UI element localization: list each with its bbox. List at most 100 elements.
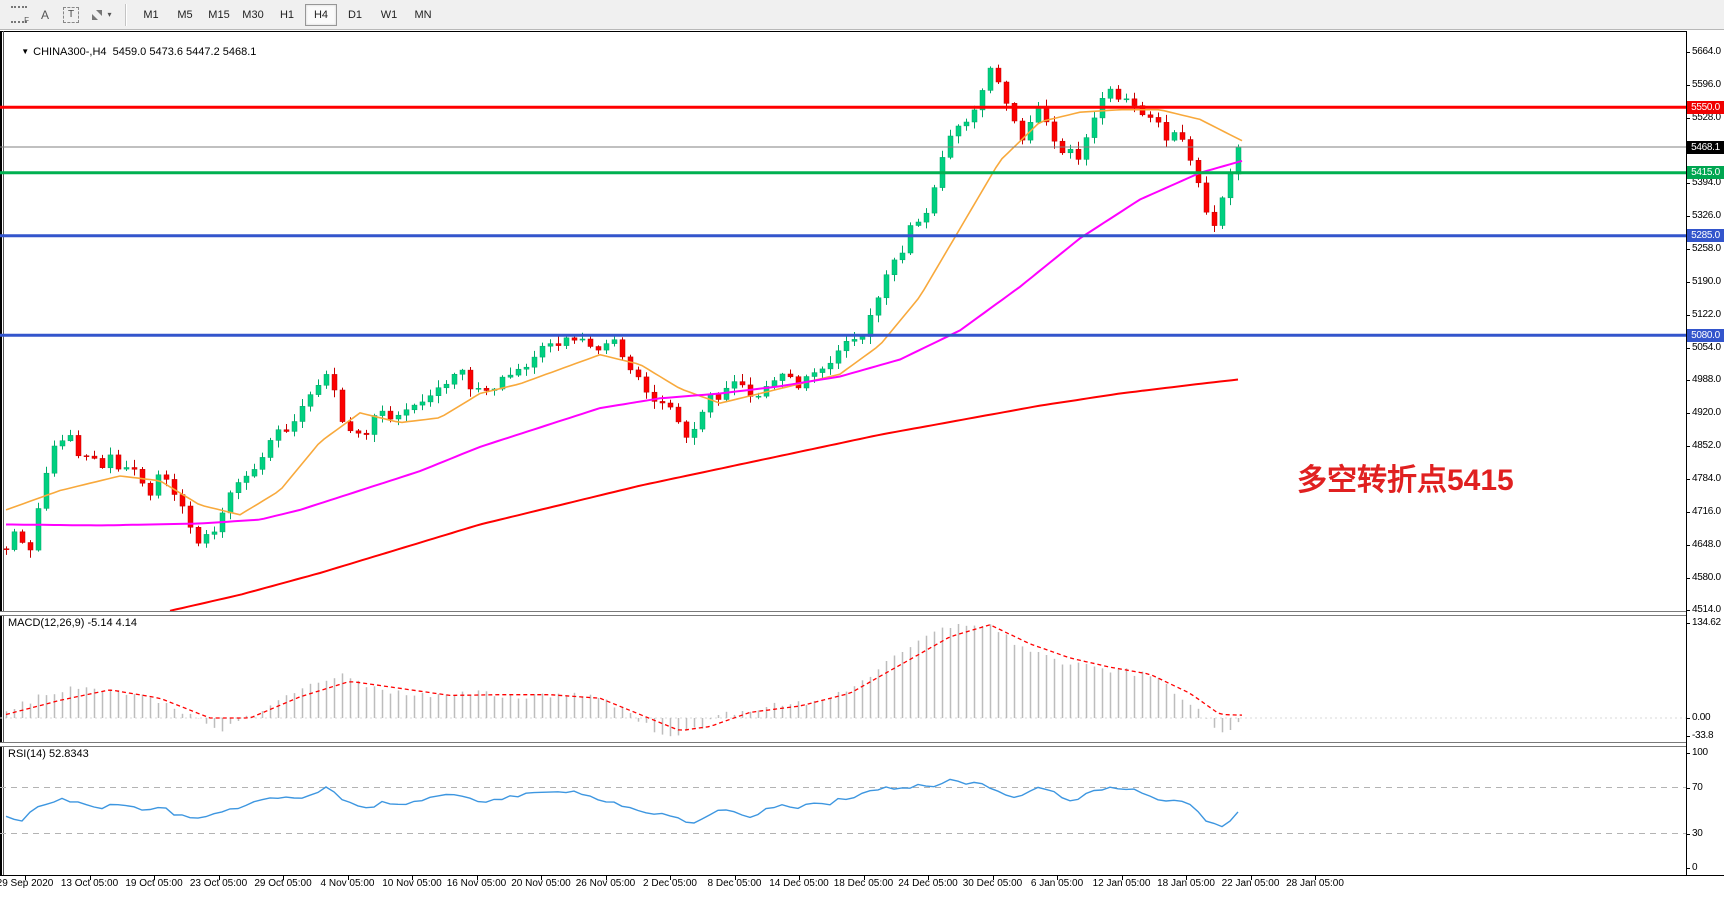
price-axis-separator [1686, 31, 1687, 875]
timeframe-button-m5[interactable]: M5 [177, 8, 193, 21]
pane-splitter-macd[interactable] [0, 611, 1686, 616]
timeframe-button-m1[interactable]: M1 [143, 8, 159, 21]
chart-annotation-text: 多空转折点5415 [1297, 464, 1514, 497]
axis-tick [1686, 544, 1690, 546]
timeframe-button-mn[interactable]: MN [414, 8, 432, 21]
chart-title[interactable]: ▼ CHINA300-,H4 5459.0 5473.6 5447.2 5468.… [9, 34, 256, 70]
object-tools: A T ▾ [0, 4, 118, 26]
time-tick [1057, 876, 1058, 880]
time-tick [1315, 876, 1316, 880]
time-tick-label: 26 Nov 05:00 [575, 878, 636, 889]
macd-tick-label: 0.00 [1692, 712, 1711, 723]
timeframe-button-h1[interactable]: H1 [279, 8, 295, 21]
price-tick-label: 4784.0 [1692, 472, 1721, 484]
time-tick [1250, 876, 1252, 880]
axis-tick [1686, 117, 1690, 119]
chart-left-border [0, 31, 2, 875]
time-tick-label: 18 Dec 05:00 [833, 878, 894, 889]
text-tool-icon: A [40, 7, 49, 22]
price-badge-5080-0: 5080.0 [1687, 328, 1724, 342]
symbol-dropdown-icon[interactable]: ▼ [21, 47, 30, 56]
macd-pane[interactable] [0, 614, 1686, 742]
macd-indicator-label: MACD(12,26,9) -5.14 4.14 [8, 617, 138, 629]
price-badge-5285-0: 5285.0 [1687, 229, 1724, 243]
arrows-tool-button[interactable]: ▾ [84, 4, 118, 26]
pane-splitter-rsi[interactable] [0, 742, 1686, 747]
toolbar: A T ▾ M1 M5 M15 M30 H1 H4 D1 W1 MN [0, 0, 1724, 30]
axis-tick [1686, 868, 1690, 869]
axis-tick [1686, 84, 1690, 86]
rsi-tick-label: 100 [1692, 747, 1708, 758]
timeframe-button-h4[interactable]: H4 [305, 3, 337, 26]
time-tick-label: 20 Nov 05:00 [511, 878, 571, 889]
time-tick-label: 8 Dec 05:00 [707, 878, 762, 889]
price-badge-5550-0: 5550.0 [1687, 100, 1724, 114]
axis-tick [1686, 511, 1690, 513]
timeframe-group: M1 M5 M15 M30 H1 H4 D1 W1 MN [134, 3, 440, 26]
timeframe-button-m30[interactable]: M30 [242, 8, 264, 21]
rsi-pane[interactable] [0, 745, 1686, 875]
text-tool-button[interactable]: A [32, 4, 58, 26]
timeframe-button-m15[interactable]: M15 [208, 8, 230, 21]
axis-tick [1686, 347, 1690, 349]
rsi-tick-label: 30 [1692, 827, 1703, 839]
fibonacci-tool-button[interactable] [6, 4, 32, 26]
time-tick [1186, 876, 1187, 880]
price-chart-pane[interactable] [0, 33, 1686, 613]
time-tick [476, 876, 478, 880]
time-tick-label: 6 Jan 05:00 [1030, 878, 1084, 889]
axis-tick [1686, 609, 1690, 611]
price-tick-label: 5054.0 [1692, 341, 1721, 353]
time-tick [412, 876, 413, 880]
price-badge-5468-1: 5468.1 [1687, 140, 1724, 154]
price-tick-label: 4852.0 [1692, 439, 1721, 451]
chart-left-border-inner [3, 31, 4, 875]
rsi-tick-label: 0 [1692, 862, 1698, 873]
chevron-down-icon: ▾ [107, 10, 112, 19]
macd-values: -5.14 4.14 [87, 617, 138, 629]
price-tick-label: 5190.0 [1692, 275, 1721, 287]
label-tool-button[interactable]: T [58, 4, 84, 26]
axis-tick [1686, 52, 1690, 53]
axis-tick [1686, 215, 1690, 217]
time-tick-label: 12 Jan 05:00 [1092, 878, 1151, 889]
time-tick-label: 30 Dec 05:00 [962, 878, 1023, 889]
time-tick-label: 24 Dec 05:00 [898, 878, 958, 889]
price-tick-label: 4648.0 [1692, 538, 1721, 550]
time-tick-label: 23 Oct 05:00 [189, 878, 248, 889]
timeframe-button-d1[interactable]: D1 [347, 8, 363, 21]
label-tool-icon: T [63, 6, 79, 23]
macd-tick-label: 134.62 [1692, 616, 1721, 628]
price-tick-label: 5528.0 [1692, 111, 1721, 123]
rsi-value: 52.8343 [48, 748, 89, 760]
time-tick [218, 876, 220, 880]
chart-bottom-border [0, 875, 1724, 876]
time-tick-label: 18 Jan 05:00 [1157, 878, 1215, 889]
price-tick-label: 5258.0 [1692, 242, 1721, 254]
time-tick-label: 29 Sep 2020 [0, 878, 54, 889]
toolbar-separator [125, 3, 127, 26]
time-tick [799, 876, 800, 880]
time-tick-label: 22 Jan 05:00 [1221, 878, 1280, 889]
price-tick-label: 4580.0 [1692, 571, 1721, 583]
price-tick-label: 5122.0 [1692, 308, 1721, 320]
price-tick-label: 4514.0 [1692, 603, 1721, 615]
time-tick-label: 16 Nov 05:00 [446, 878, 507, 889]
price-axis[interactable]: 5664.0 5596.0 5528.0 5394.0 5326.0 5258.0 5190… [1686, 31, 1724, 875]
time-tick-label: 28 Jan 05:00 [1286, 878, 1344, 889]
time-tick [347, 876, 349, 880]
axis-tick [1686, 622, 1690, 624]
axis-tick [1686, 718, 1690, 719]
ohlc-quote: 5459.0 5473.6 5447.2 5468.1 [112, 46, 257, 58]
axis-tick [1686, 577, 1690, 579]
price-tick-label: 5326.0 [1692, 209, 1721, 221]
time-tick-label: 14 Dec 05:00 [769, 878, 829, 889]
time-tick [863, 876, 865, 880]
timeframe-button-w1[interactable]: W1 [380, 8, 398, 21]
price-tick-label: 5394.0 [1692, 176, 1721, 188]
rsi-indicator-label: RSI(14) 52.8343 [8, 748, 89, 760]
time-tick-label: 4 Nov 05:00 [320, 878, 375, 889]
time-tick-label: 29 Oct 05:00 [254, 878, 312, 889]
time-tick [1121, 876, 1123, 880]
